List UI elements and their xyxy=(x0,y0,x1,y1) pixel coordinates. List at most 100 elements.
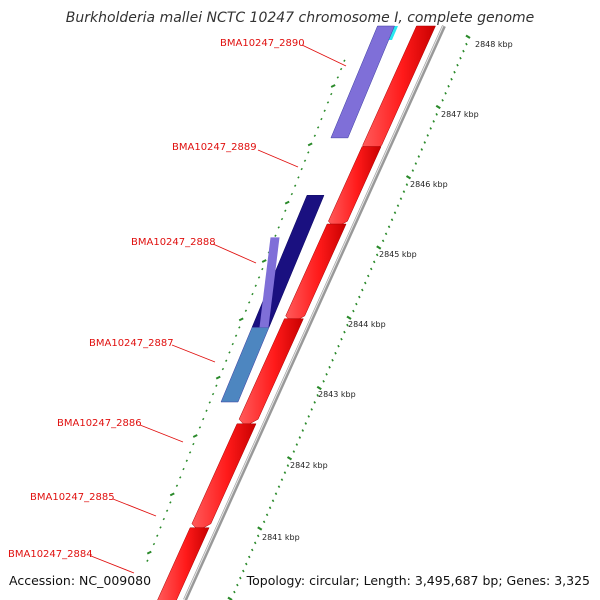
major-tick xyxy=(435,104,441,110)
tick-mark xyxy=(146,550,152,555)
leader-line xyxy=(139,424,184,443)
minor-tick xyxy=(361,288,364,292)
minor-tick xyxy=(441,98,444,102)
kbp-label: 2841 kbp xyxy=(262,533,300,542)
dot-mark xyxy=(277,226,280,229)
minor-tick xyxy=(301,429,305,432)
major-tick xyxy=(465,34,471,39)
dot-mark xyxy=(182,467,185,471)
minor-tick xyxy=(364,281,367,285)
minor-tick xyxy=(316,394,319,397)
minor-tick xyxy=(334,351,337,355)
dot-mark xyxy=(202,417,205,421)
dot-mark xyxy=(343,59,346,62)
minor-tick xyxy=(465,42,468,46)
minor-tick xyxy=(280,478,284,482)
dot-mark xyxy=(247,301,251,304)
dot-mark xyxy=(274,234,277,237)
dot-mark xyxy=(185,459,188,462)
dot-mark xyxy=(205,409,208,412)
minor-tick xyxy=(366,274,370,278)
dot-mark xyxy=(234,334,238,337)
backbone-line xyxy=(183,25,446,600)
kbp-label: 2845 kbp xyxy=(379,250,417,259)
dot-mark xyxy=(175,484,179,487)
dot-mark xyxy=(323,109,326,112)
dot-mark xyxy=(326,101,330,104)
major-tick xyxy=(405,175,412,180)
kbp-label: 2843 kbp xyxy=(318,390,356,399)
dot-mark xyxy=(179,476,182,479)
gene-label: BMA10247_2886 xyxy=(57,418,142,429)
minor-tick xyxy=(429,127,432,130)
dot-mark xyxy=(330,92,333,96)
minor-tick xyxy=(265,513,269,517)
dot-mark xyxy=(192,442,195,446)
accession-label: Accession: xyxy=(9,573,76,588)
scale-labels: 2848 kbp 2847 kbp 2846 kbp 2845 kbp 2844 kbp… xyxy=(262,40,513,542)
tick-mark xyxy=(307,142,313,147)
dot-mark xyxy=(303,159,307,162)
minor-tick xyxy=(310,408,313,411)
dot-mark xyxy=(307,151,310,154)
minor-tick xyxy=(423,141,427,144)
minor-tick xyxy=(242,569,245,573)
dot-mark xyxy=(198,426,202,429)
gene-labels: BMA10247_2890 BMA10247_2889 BMA10247_2888 B… xyxy=(8,38,305,560)
minor-tick xyxy=(453,70,456,74)
minor-tick xyxy=(307,415,311,418)
minor-tick xyxy=(417,155,421,158)
dot-mark xyxy=(339,67,343,71)
minor-tick xyxy=(420,148,424,151)
minor-tick xyxy=(268,506,272,510)
major-tick xyxy=(376,245,382,250)
minor-tick xyxy=(346,323,349,327)
minor-tick xyxy=(322,379,325,383)
dot-mark xyxy=(316,126,320,129)
tick-mark xyxy=(261,259,267,263)
minor-tick xyxy=(447,84,450,88)
dot-mark xyxy=(313,134,317,137)
minor-tick xyxy=(444,91,447,95)
minor-tick xyxy=(233,590,236,594)
minor-tick xyxy=(328,365,331,369)
dot-mark xyxy=(280,217,284,221)
tick-mark xyxy=(192,434,198,438)
dot-mark xyxy=(162,517,166,521)
minor-tick xyxy=(340,337,343,341)
minor-tick xyxy=(337,344,340,348)
dot-mark xyxy=(293,184,297,187)
kbp-label: 2846 kbp xyxy=(410,180,448,189)
minor-tick xyxy=(292,450,296,453)
dot-mark xyxy=(156,534,159,537)
minor-tick xyxy=(239,576,242,580)
minor-tick xyxy=(396,204,400,208)
leader-line xyxy=(301,44,347,67)
minor-tick xyxy=(369,267,373,271)
minor-tick xyxy=(295,443,299,446)
dot-mark xyxy=(152,542,156,546)
minor-tick xyxy=(325,372,328,376)
map-title: Burkholderia mallei NCTC 10247 chromosom… xyxy=(65,10,535,26)
minor-tick xyxy=(402,190,406,193)
dot-mark xyxy=(169,501,172,504)
gene-label: BMA10247_2889 xyxy=(172,142,257,153)
kbp-label: 2842 kbp xyxy=(290,461,328,470)
tick-mark xyxy=(284,200,290,205)
leader-line xyxy=(212,243,257,264)
minor-tick xyxy=(247,555,251,559)
minor-tick xyxy=(450,77,453,81)
minor-tick xyxy=(462,49,465,53)
minor-tick xyxy=(274,492,278,496)
minor-tick xyxy=(384,232,388,236)
sequence-backbone xyxy=(183,25,446,600)
gene-label: BMA10247_2890 xyxy=(220,38,305,49)
dot-mark xyxy=(208,401,211,404)
dot-mark xyxy=(188,451,192,454)
dot-mark xyxy=(221,367,225,371)
major-tick xyxy=(286,456,293,461)
minor-tick xyxy=(432,120,435,123)
dot-mark xyxy=(211,392,215,396)
